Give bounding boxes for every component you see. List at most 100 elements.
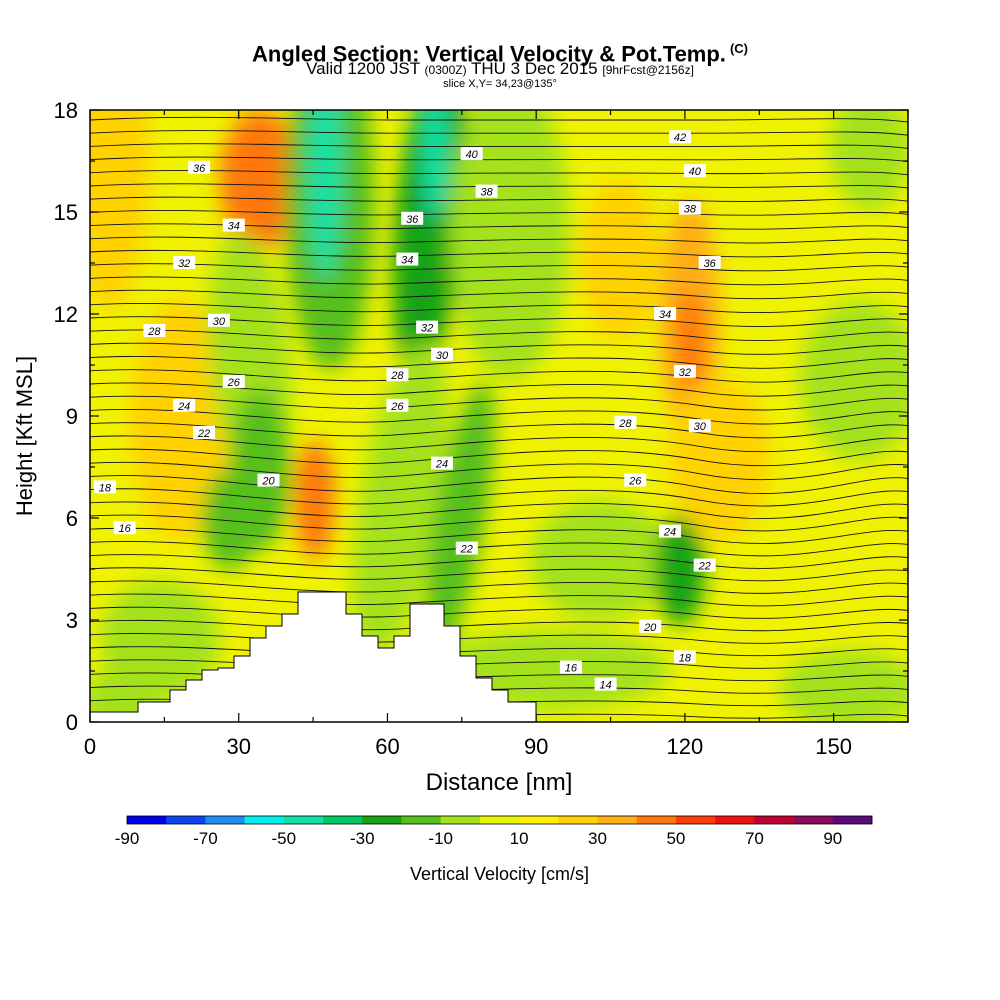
- x-tick-label: 60: [375, 734, 399, 759]
- shading-blob: [307, 110, 343, 280]
- shading-blob: [830, 110, 908, 210]
- y-tick-label: 9: [66, 404, 78, 429]
- contour-label: 24: [663, 527, 676, 539]
- colorbar-swatch: [597, 816, 638, 824]
- contour-label-box: [207, 313, 230, 327]
- isentrope-line: [90, 619, 908, 632]
- contour-label: 40: [466, 149, 479, 161]
- contour-label-group: 42 40 40 38 38 36 36 36 34 34 34 32 32 32 30 30 30 28 28 28…: [93, 130, 721, 692]
- y-tick-label: 6: [66, 506, 78, 531]
- valid-time-utc: (0300Z): [424, 63, 467, 77]
- isentrope-line: [90, 156, 908, 163]
- shading-blob: [90, 110, 150, 310]
- isentrope-line: [90, 249, 908, 258]
- shading-blob: [800, 300, 908, 460]
- contour-label: 32: [421, 323, 433, 335]
- isentrope-line: [90, 514, 908, 532]
- contour-label-box: [193, 426, 215, 439]
- contour-label: 30: [694, 421, 707, 433]
- contour-label-box: [673, 650, 696, 664]
- shading-blob: [100, 580, 220, 700]
- isentrope-line: [90, 395, 908, 411]
- contour-label-box: [143, 324, 166, 337]
- y-tick-label: 0: [66, 710, 78, 735]
- isentrope-line: [90, 329, 908, 341]
- contour-label: 34: [401, 255, 413, 267]
- colorbar-swatch: [636, 816, 677, 824]
- colorbar-swatch: [244, 816, 285, 824]
- contour-label-box: [173, 398, 196, 412]
- contour-label-box: [222, 375, 245, 388]
- colorbar-tick-label: 30: [588, 829, 607, 848]
- shading-blob: [580, 180, 660, 340]
- shading-blob: [202, 470, 258, 570]
- isentrope-line: [90, 448, 908, 467]
- x-tick-label: 30: [226, 734, 250, 759]
- contour-label: 22: [460, 544, 473, 556]
- contour-label-box: [688, 419, 711, 433]
- shading-blob: [530, 500, 670, 620]
- colorbar-tick-label: -50: [272, 829, 297, 848]
- contour-label: 26: [390, 401, 404, 413]
- valid-date: THU 3 Dec 2015: [471, 59, 598, 78]
- colorbar: -90 -70 -50 -30 -10 10 30 50 70 90 Vertical Veloci…: [115, 815, 873, 884]
- colorbar-swatch: [323, 816, 363, 824]
- colorbar-tick-label: 70: [745, 829, 764, 848]
- colorbar-label: Vertical Velocity [cm/s]: [410, 864, 589, 884]
- colorbar-tick-label: -30: [350, 829, 375, 848]
- contour-label: 28: [390, 370, 404, 382]
- x-tick-label: 90: [524, 734, 548, 759]
- chart-title-text: Angled Section: Vertical Velocity & Pot.…: [252, 41, 726, 67]
- colorbar-swatch: [166, 816, 206, 824]
- shading-blob: [450, 110, 570, 380]
- isentrope-line: [90, 501, 908, 519]
- colorbar-swatch: [362, 816, 402, 824]
- contour-label: 36: [193, 163, 206, 175]
- isentrope-line: [90, 303, 908, 313]
- x-tick-label: 150: [815, 734, 852, 759]
- shading-blob: [421, 110, 449, 220]
- x-tick-label: 0: [84, 734, 96, 759]
- slice-info: slice X,Y= 34,23@135°: [443, 78, 557, 90]
- colorbar-tick-label: -70: [193, 829, 218, 848]
- contour-label-box: [698, 256, 721, 269]
- y-tick-label: 12: [54, 302, 78, 327]
- isentrope-line: [90, 183, 908, 189]
- contour-label-box: [386, 398, 409, 412]
- contour-label-box: [455, 541, 478, 555]
- shading-group: 42 40 40 38 38 36 36 36 34 34 34 32 32 32 30 30 30 28 28 28…: [90, 110, 908, 722]
- colorbar-frame: [126, 815, 873, 825]
- contour-label-box: [678, 201, 701, 215]
- contour-label-box: [93, 480, 116, 494]
- isentrope-line: [90, 116, 908, 123]
- y-tick-label: 18: [54, 98, 78, 123]
- contour-label: 20: [643, 622, 657, 634]
- colorbar-swatch: [127, 816, 167, 824]
- valid-time: Valid 1200 JST: [306, 59, 420, 78]
- contour-label: 32: [679, 367, 691, 379]
- isentrope-line: [90, 369, 908, 383]
- shading-blob: [655, 515, 705, 625]
- y-axis-label: Height [Kft MSL]: [12, 356, 37, 516]
- contour-label: 34: [228, 221, 240, 233]
- colorbar-swatch: [519, 816, 559, 824]
- contour-label: 36: [406, 214, 419, 226]
- isentrope-line: [90, 143, 908, 149]
- isentrope-line: [90, 356, 908, 369]
- contour-label: 24: [435, 459, 448, 471]
- colorbar-swatch: [401, 816, 441, 824]
- colorbar-swatch: [754, 816, 794, 824]
- contour-label: 18: [99, 482, 112, 494]
- colorbar-swatch: [675, 816, 716, 824]
- contour-label-box: [475, 184, 498, 198]
- isentrope-line: [90, 169, 908, 176]
- contour-label-box: [222, 218, 245, 232]
- isentrope-line: [90, 289, 908, 300]
- contour-label: 30: [213, 316, 226, 328]
- contour-label-box: [431, 347, 453, 361]
- isentrope-line: [90, 276, 908, 286]
- isentrope-line: [90, 130, 908, 136]
- plot-area: 42 40 40 38 38 36 36 36 34 34 34 32 32 32 30 30 30 28 28 28…: [90, 110, 908, 722]
- contour-label-box: [669, 130, 691, 144]
